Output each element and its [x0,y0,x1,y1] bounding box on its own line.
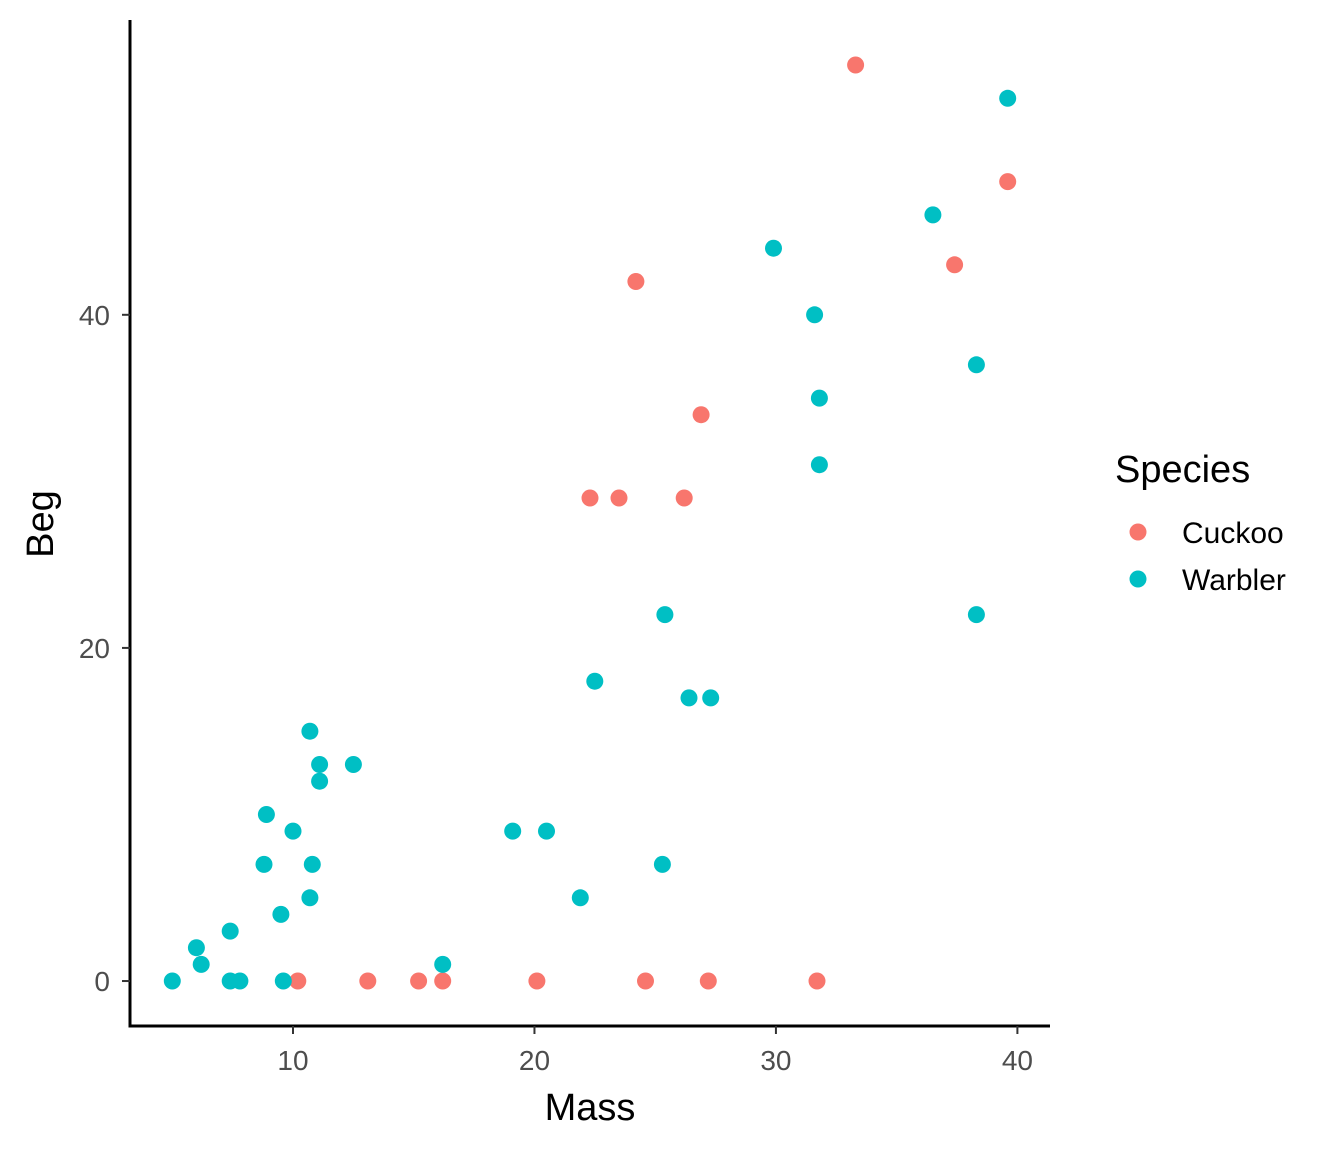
point-warbler-2 [765,239,782,257]
point-warbler-28 [192,955,210,973]
point-warbler-3 [806,306,824,324]
point-warbler-10 [680,689,698,707]
y-tick-label-0: 0 [94,966,110,997]
point-warbler-20 [255,855,273,873]
point-cuckoo-6 [610,489,628,507]
point-warbler-21 [303,855,321,873]
point-cuckoo-15 [808,972,826,990]
point-warbler-30 [163,972,181,990]
point-warbler-9 [586,672,604,690]
point-cuckoo-5 [581,489,599,507]
points-layer [163,56,1017,990]
point-warbler-5 [810,389,828,407]
point-warbler-12 [301,722,319,740]
point-cuckoo-2 [946,256,964,274]
point-warbler-11 [702,689,720,707]
point-cuckoo-1 [999,173,1017,191]
point-cuckoo-13 [637,972,654,990]
x-tick-label-0: 10 [277,1045,308,1076]
point-cuckoo-0 [847,56,865,74]
y-axis-title: Beg [20,490,62,558]
point-warbler-25 [272,905,290,923]
point-cuckoo-3 [627,273,645,290]
point-warbler-33 [274,972,292,990]
x-tick-label-1: 20 [519,1045,550,1076]
point-warbler-0 [999,89,1017,107]
series-cuckoo [289,56,1017,990]
legend-label-warbler: Warbler [1182,564,1286,597]
point-warbler-14 [344,756,362,773]
legend-key-cuckoo [1129,523,1147,541]
point-warbler-24 [571,889,589,907]
point-warbler-15 [311,772,329,790]
legend-label-cuckoo: Cuckoo [1182,517,1284,550]
point-warbler-13 [311,756,329,773]
point-warbler-18 [504,822,522,840]
point-warbler-6 [810,456,828,474]
x-tick-label-2: 30 [760,1045,791,1076]
point-cuckoo-7 [675,489,693,507]
point-warbler-22 [653,855,671,873]
point-warbler-26 [221,922,239,940]
point-cuckoo-4 [692,406,710,424]
point-warbler-1 [924,206,942,224]
x-ticks: 10 20 30 40 [277,1026,1033,1076]
point-warbler-23 [301,889,319,907]
point-cuckoo-11 [434,972,452,990]
point-cuckoo-12 [528,972,546,990]
point-cuckoo-8 [289,972,307,990]
y-tick-label-2: 40 [79,300,110,331]
point-warbler-17 [284,822,302,840]
legend-items: Cuckoo Warbler [1129,517,1286,597]
point-warbler-27 [187,939,205,957]
y-ticks: 0 20 40 [79,300,130,997]
point-warbler-16 [257,806,275,823]
point-cuckoo-10 [410,972,428,990]
legend: Species Cuckoo Warbler [1115,449,1286,597]
point-cuckoo-14 [699,972,717,990]
x-tick-label-3: 40 [1002,1045,1033,1076]
point-warbler-4 [967,356,985,374]
series-warbler [163,89,1017,990]
point-cuckoo-9 [359,972,377,990]
point-warbler-29 [434,955,452,973]
point-warbler-19 [538,822,555,840]
legend-title: Species [1115,449,1250,491]
point-warbler-7 [656,606,674,624]
point-warbler-32 [231,972,249,990]
point-warbler-8 [967,606,985,624]
legend-key-warbler [1129,570,1147,588]
x-axis-title: Mass [545,1087,636,1129]
y-tick-label-1: 20 [79,633,110,664]
